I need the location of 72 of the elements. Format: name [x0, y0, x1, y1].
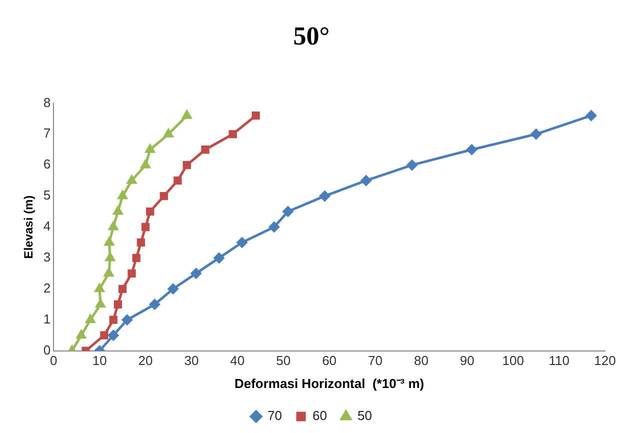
- point: [132, 254, 140, 262]
- x-tick-label: 40: [230, 353, 245, 368]
- y-tick-label: 5: [43, 188, 51, 203]
- point: [104, 268, 114, 277]
- x-tick-label: 110: [548, 353, 570, 368]
- point: [182, 110, 192, 119]
- y-tick-label: 6: [43, 156, 51, 172]
- y-tick-label: 4: [43, 218, 51, 234]
- point: [94, 284, 104, 292]
- point: [105, 252, 115, 262]
- point: [174, 176, 182, 185]
- point: [190, 268, 202, 279]
- point: [360, 175, 372, 186]
- x-tick-label: 90: [460, 353, 474, 368]
- point: [319, 190, 330, 202]
- point: [108, 330, 119, 341]
- point: [282, 206, 294, 217]
- legend-label: 50: [357, 408, 372, 424]
- point: [108, 222, 118, 230]
- y-tick-label: 7: [43, 126, 51, 141]
- point: [160, 192, 168, 200]
- point: [268, 222, 280, 232]
- legend-label: 60: [312, 408, 327, 424]
- point: [146, 207, 154, 216]
- point: [252, 112, 260, 120]
- x-tick-label: 70: [368, 353, 382, 368]
- y-tick-label: 8: [43, 94, 51, 110]
- x-tick-label: 100: [502, 353, 524, 368]
- point: [141, 222, 150, 232]
- point: [228, 130, 237, 138]
- x-tick-label: 120: [594, 353, 616, 368]
- point: [128, 269, 136, 278]
- point: [76, 330, 86, 339]
- point: [236, 237, 248, 248]
- point: [104, 237, 114, 246]
- point: [113, 206, 123, 215]
- point: [406, 160, 418, 170]
- point: [214, 252, 224, 264]
- point: [466, 144, 477, 155]
- x-tick-label: 10: [92, 353, 107, 368]
- x-tick-label: 20: [138, 353, 153, 368]
- point: [118, 284, 127, 293]
- y-tick-label: 2: [43, 280, 51, 296]
- point: [118, 190, 128, 200]
- point: [127, 175, 136, 184]
- x-tick-label: 50: [276, 353, 291, 368]
- point: [168, 284, 178, 294]
- point: [96, 299, 106, 308]
- y-tick-label: 0: [43, 342, 51, 358]
- point: [164, 128, 174, 138]
- point: [586, 110, 596, 121]
- x-tick-label: 60: [322, 353, 337, 368]
- point: [201, 146, 210, 154]
- point: [145, 144, 155, 153]
- legend-label: 70: [268, 408, 282, 424]
- point: [109, 316, 118, 324]
- point: [100, 331, 108, 340]
- point: [86, 314, 96, 324]
- point: [122, 314, 132, 326]
- point: [114, 300, 122, 308]
- y-tick-label: 1: [43, 311, 51, 326]
- point: [140, 160, 150, 168]
- chart-title: 50°: [293, 21, 330, 50]
- point: [149, 299, 160, 310]
- point: [530, 128, 542, 140]
- x-tick-label: 80: [414, 353, 428, 368]
- point: [182, 161, 191, 170]
- point: [136, 238, 146, 247]
- x-axis-title: Deformasi Horizontal (*10⁻³ m): [234, 376, 424, 391]
- y-tick-label: 3: [43, 250, 51, 265]
- y-axis-title: Elevasi (m): [22, 195, 36, 259]
- x-tick-label: 30: [184, 353, 199, 368]
